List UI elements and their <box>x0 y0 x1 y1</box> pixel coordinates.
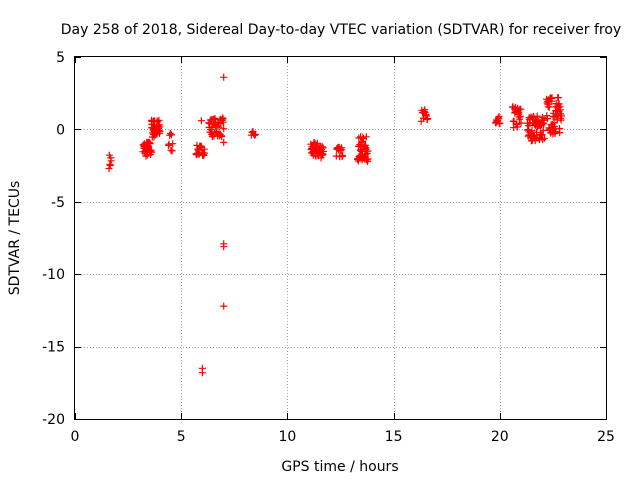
data-point <box>543 112 551 120</box>
data-point <box>220 138 228 146</box>
data-point <box>354 157 362 165</box>
data-point <box>552 113 560 121</box>
data-point <box>551 122 558 130</box>
data-point <box>556 129 564 137</box>
data-point <box>543 115 551 123</box>
data-point <box>169 140 177 148</box>
data-point <box>424 115 432 123</box>
data-point <box>252 130 259 138</box>
data-point <box>201 149 209 157</box>
data-point <box>166 130 174 137</box>
y-axis-label: SDTVAR / TECUs <box>7 181 23 296</box>
data-point <box>557 112 565 120</box>
data-point <box>220 302 228 310</box>
data-point <box>361 142 368 150</box>
data-point <box>528 127 536 135</box>
data-point <box>495 113 503 120</box>
data-point <box>145 138 153 146</box>
data-point <box>517 105 525 113</box>
data-point <box>362 133 370 141</box>
data-point <box>219 118 227 126</box>
data-point <box>197 117 205 125</box>
y-tick-label: -20 <box>42 412 65 428</box>
x-tick-label: 25 <box>597 429 615 445</box>
data-point <box>513 120 521 128</box>
data-point <box>107 157 115 165</box>
data-point <box>538 131 546 139</box>
y-tick-label: 5 <box>56 50 65 66</box>
data-point <box>338 144 346 152</box>
chart-title: Day 258 of 2018, Sidereal Day-to-day VTE… <box>61 22 621 38</box>
data-point <box>540 116 548 124</box>
x-tick-label: 20 <box>491 429 509 445</box>
data-point <box>220 73 228 81</box>
data-point <box>539 136 547 144</box>
data-point <box>106 161 114 169</box>
plot-frame <box>74 56 607 420</box>
data-point <box>531 137 539 145</box>
data-point <box>533 112 541 120</box>
data-point <box>318 143 326 151</box>
x-tick-label: 10 <box>278 429 296 445</box>
x-tick-label: 15 <box>385 429 403 445</box>
data-point <box>206 120 213 128</box>
axis-ticks: 0 5 10 15 20 25 -20 -15 -10 -5 0 5 <box>42 50 615 445</box>
data-point <box>555 100 563 108</box>
data-point <box>357 138 365 146</box>
data-point <box>218 133 226 141</box>
data-point <box>167 146 175 154</box>
data-point <box>496 119 504 127</box>
data-point <box>215 123 223 131</box>
data-point <box>220 243 228 251</box>
data-point <box>539 126 547 134</box>
data-point <box>517 119 525 127</box>
data-point <box>142 152 150 160</box>
data-point <box>198 369 206 377</box>
x-tick-label: 5 <box>177 429 186 445</box>
data-point <box>105 165 113 172</box>
x-tick-label: 0 <box>71 429 80 445</box>
y-tick-label: -15 <box>42 340 65 356</box>
data-point <box>320 148 327 155</box>
data-point <box>364 147 372 155</box>
data-point <box>545 103 553 111</box>
data-point <box>220 125 228 133</box>
data-point <box>540 134 548 142</box>
grid-lines <box>75 57 606 419</box>
data-point <box>364 155 372 163</box>
y-tick-label: -5 <box>51 195 65 211</box>
data-point <box>168 147 176 155</box>
data-point <box>146 140 154 148</box>
data-points <box>105 73 565 377</box>
data-point <box>339 152 347 159</box>
y-tick-label: 0 <box>56 122 65 138</box>
y-tick-label: -10 <box>42 267 65 283</box>
data-point <box>168 131 175 139</box>
data-point <box>551 128 559 135</box>
data-point <box>156 128 164 135</box>
data-point <box>516 112 524 120</box>
data-point <box>251 131 259 139</box>
data-point <box>211 114 219 122</box>
data-point <box>148 148 155 156</box>
data-point <box>513 123 521 131</box>
data-point <box>554 94 562 102</box>
x-axis-label: GPS time / hours <box>281 459 398 475</box>
